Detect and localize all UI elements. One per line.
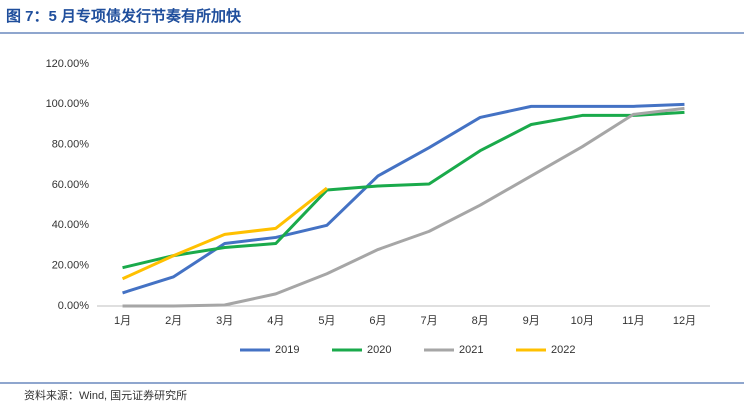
x-tick-label: 5月 xyxy=(318,315,335,327)
line-series xyxy=(122,106,685,308)
x-tick-label: 9月 xyxy=(523,315,540,327)
legend-label: 2020 xyxy=(367,344,391,356)
y-tick-label: 40.00% xyxy=(52,219,90,231)
line-series xyxy=(121,186,328,281)
x-tick-label: 8月 xyxy=(472,315,489,327)
line-series xyxy=(122,102,685,295)
x-tick-label: 2月 xyxy=(165,315,182,327)
x-tick-label: 11月 xyxy=(622,315,644,327)
y-tick-label: 20.00% xyxy=(52,260,90,272)
x-tick-label: 3月 xyxy=(216,315,233,327)
legend-label: 2019 xyxy=(275,344,299,356)
x-tick-label: 10月 xyxy=(571,315,594,327)
y-tick-label: 120.00% xyxy=(46,58,90,70)
legend-label: 2021 xyxy=(459,344,483,356)
x-tick-label: 7月 xyxy=(420,315,437,327)
y-tick-label: 100.00% xyxy=(46,98,90,110)
x-tick-label: 1月 xyxy=(114,315,131,327)
x-tick-label: 4月 xyxy=(267,315,284,327)
x-tick-label: 12月 xyxy=(673,315,696,327)
x-tick-label: 6月 xyxy=(369,315,386,327)
y-tick-label: 60.00% xyxy=(52,179,90,191)
source: 资料来源：Wind, 国元证券研究所 xyxy=(24,388,187,402)
line-series xyxy=(122,110,685,270)
y-tick-label: 80.00% xyxy=(52,139,90,151)
legend-label: 2022 xyxy=(551,344,575,356)
chart-title: 图 7：5 月专项债发行节奏有所加快 xyxy=(6,7,242,25)
y-tick-label: 0.00% xyxy=(58,300,89,312)
